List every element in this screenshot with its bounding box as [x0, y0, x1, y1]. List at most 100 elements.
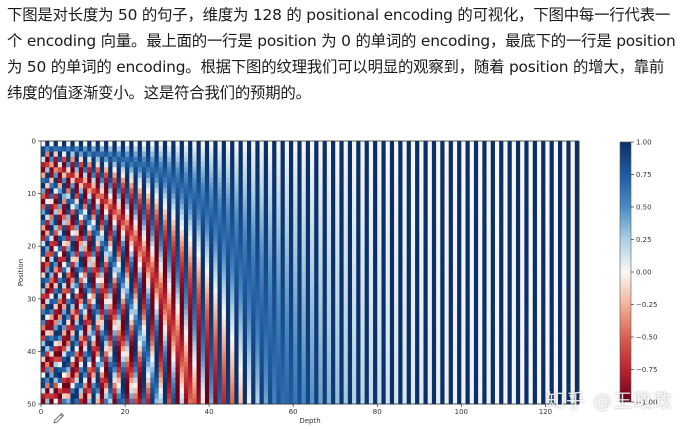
- heatmap-cell: [141, 314, 147, 321]
- heatmap-cell: [478, 204, 483, 210]
- heatmap-cell: [566, 340, 571, 347]
- heatmap-cell: [356, 267, 361, 273]
- heatmap-cell: [415, 141, 420, 147]
- heatmap-cell: [301, 267, 307, 273]
- heatmap-cell: [524, 188, 529, 194]
- heatmap-cell: [318, 340, 323, 347]
- heatmap-cell: [133, 162, 139, 168]
- heatmap-cell: [427, 251, 433, 258]
- heatmap-cell: [70, 156, 75, 163]
- heatmap-cell: [515, 261, 521, 268]
- heatmap-cell: [183, 272, 189, 279]
- heatmap-cell: [520, 204, 525, 210]
- heatmap-cell: [175, 293, 181, 300]
- heatmap-cell: [74, 167, 80, 173]
- heatmap-cell: [280, 156, 286, 163]
- heatmap-cell: [133, 288, 139, 294]
- heatmap-cell: [364, 330, 370, 336]
- heatmap-cell: [490, 167, 496, 173]
- heatmap-cell: [318, 188, 323, 194]
- heatmap-cell: [158, 261, 164, 268]
- heatmap-cell: [167, 209, 172, 215]
- heatmap-cell: [444, 188, 450, 194]
- heatmap-cell: [301, 277, 307, 284]
- heatmap-cell: [255, 141, 260, 147]
- heatmap-cell: [541, 141, 546, 147]
- heatmap-cell: [389, 335, 395, 342]
- heatmap-cell: [95, 256, 101, 263]
- heatmap-cell: [83, 183, 88, 189]
- heatmap-cell: [326, 314, 332, 321]
- heatmap-cell: [204, 162, 210, 168]
- heatmap-cell: [183, 335, 189, 342]
- heatmap-cell: [221, 319, 227, 326]
- heatmap-cell: [339, 141, 344, 147]
- heatmap-cell: [146, 204, 151, 210]
- heatmap-cell: [276, 335, 281, 342]
- article-line: 纬度的值逐渐变小。这是符合我们的预期的。: [7, 84, 311, 102]
- heatmap-cell: [238, 335, 244, 342]
- heatmap-cell: [62, 235, 67, 242]
- heatmap-cell: [373, 288, 378, 294]
- heatmap-cell: [246, 204, 252, 210]
- heatmap-cell: [41, 204, 46, 210]
- heatmap-cell: [301, 298, 307, 305]
- heatmap-cell: [154, 225, 160, 231]
- heatmap-cell: [188, 214, 193, 221]
- heatmap-cell: [461, 209, 466, 215]
- heatmap-cell: [507, 183, 513, 189]
- heatmap-cell: [545, 146, 550, 152]
- heatmap-cell: [410, 304, 416, 310]
- heatmap-cell: [310, 261, 315, 268]
- heatmap-cell: [314, 319, 319, 326]
- heatmap-cell: [125, 156, 130, 163]
- heatmap-cell: [221, 256, 227, 263]
- heatmap-cell: [524, 172, 529, 179]
- heatmap-cell: [511, 209, 517, 215]
- heatmap-cell: [398, 151, 403, 158]
- heatmap-cell: [288, 183, 294, 189]
- heatmap-cell: [133, 261, 139, 268]
- heatmap-cell: [246, 151, 252, 158]
- heatmap-cell: [452, 340, 458, 347]
- heatmap-cell: [99, 325, 105, 331]
- heatmap-cell: [494, 288, 500, 294]
- heatmap-cell: [499, 256, 504, 263]
- heatmap-cell: [310, 267, 315, 273]
- heatmap-cell: [440, 340, 445, 347]
- heatmap-cell: [288, 177, 294, 184]
- heatmap-cell: [507, 235, 513, 242]
- heatmap-cell: [318, 293, 323, 300]
- heatmap-cell: [566, 277, 571, 284]
- heatmap-cell: [566, 146, 571, 152]
- heatmap-cell: [53, 267, 59, 273]
- heatmap-cell: [436, 183, 441, 189]
- heatmap-cell: [133, 230, 139, 237]
- heatmap-cell: [377, 288, 382, 294]
- heatmap-cell: [457, 188, 462, 194]
- heatmap-cell: [314, 193, 319, 200]
- heatmap-cell: [49, 219, 54, 226]
- heatmap-cell: [251, 283, 256, 289]
- heatmap-cell: [574, 230, 580, 237]
- heatmap-cell: [431, 209, 437, 215]
- heatmap-cell: [364, 298, 370, 305]
- heatmap-cell: [162, 219, 168, 226]
- heatmap-cell: [301, 314, 307, 321]
- heatmap-cell: [377, 314, 382, 321]
- heatmap-cell: [83, 340, 88, 347]
- heatmap-cell: [192, 183, 197, 189]
- heatmap-cell: [196, 156, 202, 163]
- heatmap-cell: [272, 267, 277, 273]
- heatmap-cell: [129, 261, 134, 268]
- heatmap-cell: [465, 167, 471, 173]
- heatmap-cell: [410, 146, 416, 152]
- heatmap-cell: [503, 151, 508, 158]
- heatmap-cell: [78, 235, 84, 242]
- heatmap-cell: [310, 283, 315, 289]
- heatmap-cell: [373, 183, 378, 189]
- heatmap-cell: [528, 193, 534, 200]
- heatmap-cell: [431, 225, 437, 231]
- heatmap-cell: [53, 209, 59, 215]
- heatmap-cell: [116, 288, 122, 294]
